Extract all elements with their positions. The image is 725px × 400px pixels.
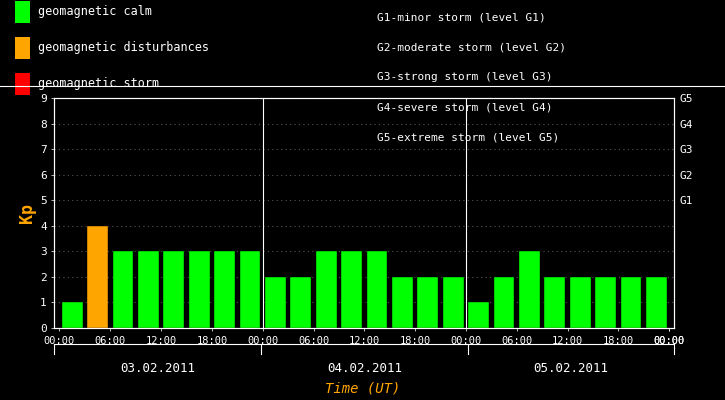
Bar [316, 251, 336, 328]
Text: geomagnetic storm: geomagnetic storm [38, 78, 159, 90]
Bar [163, 251, 184, 328]
Bar [138, 251, 159, 328]
Bar [112, 251, 133, 328]
Text: 05.02.2011: 05.02.2011 [534, 362, 608, 375]
Bar [494, 277, 515, 328]
Text: G5-extreme storm (level G5): G5-extreme storm (level G5) [377, 132, 559, 142]
Bar [341, 251, 362, 328]
Bar [214, 251, 235, 328]
Bar [468, 302, 489, 328]
Bar [544, 277, 566, 328]
Bar [646, 277, 667, 328]
Bar [62, 302, 83, 328]
Y-axis label: Kp: Kp [18, 203, 36, 223]
Bar [443, 277, 464, 328]
Bar [621, 277, 642, 328]
Text: geomagnetic disturbances: geomagnetic disturbances [38, 42, 209, 54]
Bar [291, 277, 311, 328]
Text: 03.02.2011: 03.02.2011 [120, 362, 195, 375]
Bar [392, 277, 413, 328]
Bar [87, 226, 108, 328]
Text: 04.02.2011: 04.02.2011 [327, 362, 402, 375]
Bar [239, 251, 260, 328]
Text: G2-moderate storm (level G2): G2-moderate storm (level G2) [377, 42, 566, 52]
Bar [367, 251, 387, 328]
Bar [418, 277, 438, 328]
Bar [188, 251, 210, 328]
Bar [570, 277, 591, 328]
Text: G4-severe storm (level G4): G4-severe storm (level G4) [377, 102, 552, 112]
Bar [265, 277, 286, 328]
Text: Time (UT): Time (UT) [325, 382, 400, 396]
Text: geomagnetic calm: geomagnetic calm [38, 6, 152, 18]
Bar [595, 277, 616, 328]
Bar [519, 251, 540, 328]
Text: G3-strong storm (level G3): G3-strong storm (level G3) [377, 72, 552, 82]
Text: G1-minor storm (level G1): G1-minor storm (level G1) [377, 12, 546, 22]
